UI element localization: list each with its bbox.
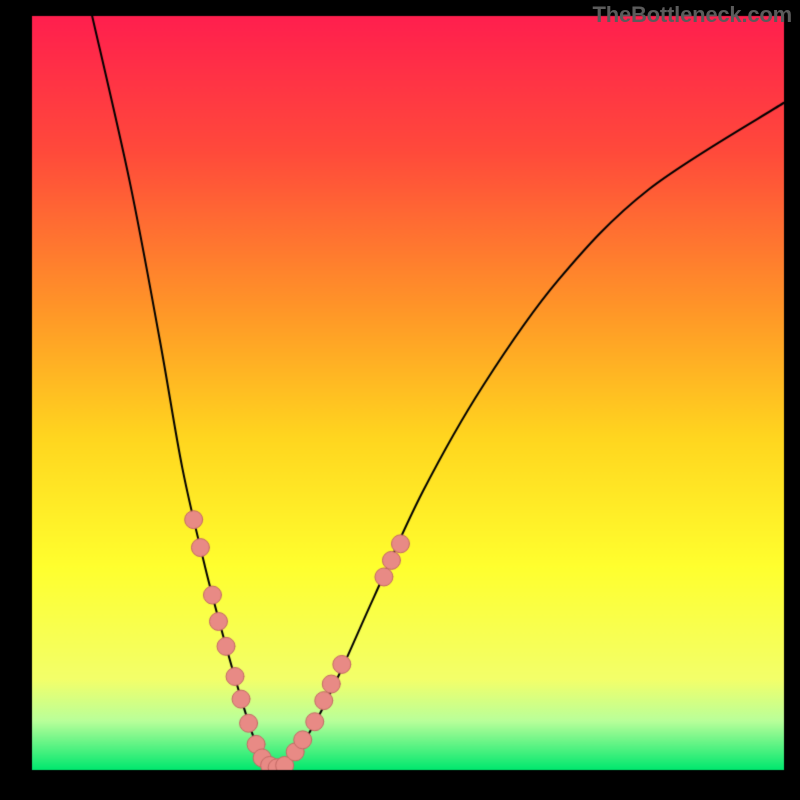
chart-stage: TheBottleneck.com — [0, 0, 800, 800]
watermark-text: TheBottleneck.com — [592, 2, 792, 28]
gradient-v-curve-chart — [0, 0, 800, 800]
